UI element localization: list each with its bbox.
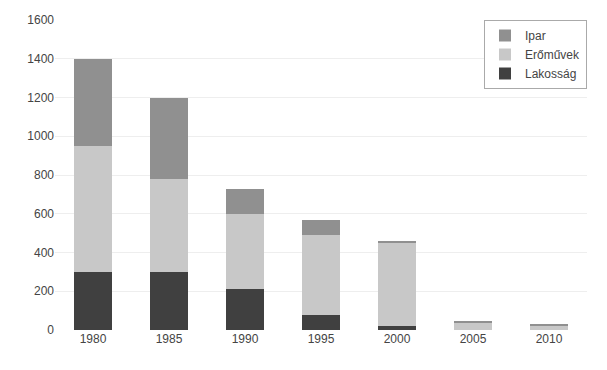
svg-text:200: 200 bbox=[34, 284, 54, 298]
svg-text:800: 800 bbox=[34, 168, 54, 182]
svg-text:2010: 2010 bbox=[536, 332, 563, 346]
svg-text:Lakosság: Lakosság bbox=[525, 67, 576, 81]
svg-text:1990: 1990 bbox=[232, 332, 259, 346]
svg-text:2000: 2000 bbox=[384, 332, 411, 346]
svg-text:600: 600 bbox=[34, 207, 54, 221]
svg-text:1600: 1600 bbox=[27, 13, 54, 27]
svg-text:Ipar: Ipar bbox=[525, 29, 546, 43]
svg-text:1000: 1000 bbox=[27, 129, 54, 143]
svg-text:2005: 2005 bbox=[460, 332, 487, 346]
svg-text:1980: 1980 bbox=[80, 332, 107, 346]
svg-text:400: 400 bbox=[34, 246, 54, 260]
svg-text:1400: 1400 bbox=[27, 52, 54, 66]
svg-text:0: 0 bbox=[47, 323, 54, 337]
svg-text:1200: 1200 bbox=[27, 91, 54, 105]
svg-text:Erőművek: Erőművek bbox=[525, 48, 580, 62]
svg-text:1995: 1995 bbox=[308, 332, 335, 346]
svg-text:1985: 1985 bbox=[156, 332, 183, 346]
